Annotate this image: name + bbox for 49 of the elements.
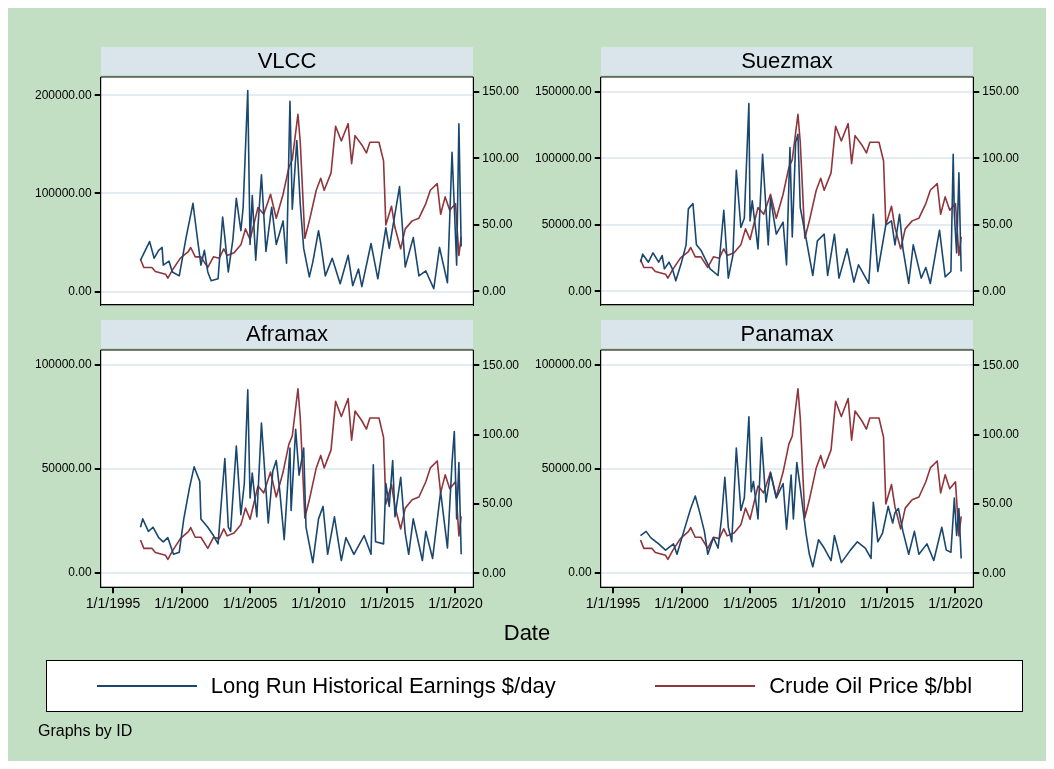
x-tick-label: 1/1/2020 — [928, 595, 983, 612]
x-tick-label: 1/1/1995 — [85, 595, 141, 612]
text: Graphs by ID — [38, 722, 133, 740]
y2-tick-label: 150.00 — [482, 357, 520, 372]
y2-tick-label: 0.00 — [482, 283, 506, 298]
y2-tick-label: 50.00 — [482, 217, 513, 232]
y-tick-label: 0.00 — [68, 565, 93, 580]
y-tick-label: 100000.00 — [534, 357, 593, 372]
y-tick-label: 100000.00 — [34, 185, 93, 200]
y2-tick-label: 50.00 — [482, 496, 513, 511]
y2-tick-label: 100.00 — [482, 426, 520, 441]
x-tick-label: 1/1/2015 — [859, 595, 915, 612]
y2-tick-label: 100.00 — [482, 150, 520, 165]
legend-label: Long Run Historical Earnings $/day — [210, 673, 556, 699]
y2-tick-label: 50.00 — [982, 217, 1013, 232]
y-tick-label: 50000.00 — [41, 461, 93, 476]
x-tick-label: 1/1/2000 — [154, 595, 209, 612]
y2-tick-label: 100.00 — [982, 150, 1020, 165]
y-tick-label: 100000.00 — [34, 357, 93, 372]
y2-tick-label: 100.00 — [982, 426, 1020, 441]
y2-tick-label: 50.00 — [982, 496, 1013, 511]
y2-tick-label: 150.00 — [482, 83, 520, 98]
x-tick-label: 1/1/1995 — [585, 595, 641, 612]
y2-tick-label: 150.00 — [982, 83, 1020, 98]
y-tick-label: 0.00 — [68, 283, 93, 298]
chart-title: Suezmax — [600, 47, 974, 75]
y2-tick-label: 0.00 — [982, 565, 1006, 580]
y-tick-label: 150000.00 — [534, 83, 593, 98]
y-tick-label: 100000.00 — [534, 150, 593, 165]
x-tick-label: 1/1/2015 — [359, 595, 415, 612]
y-tick-label: 0.00 — [568, 283, 593, 298]
x-tick-label: 1/1/2005 — [222, 595, 278, 612]
chart-title: Panamax — [600, 320, 974, 348]
x-tick-label: 1/1/2000 — [654, 595, 709, 612]
x-axis-title: Date — [502, 620, 552, 646]
x-tick-label: 1/1/2010 — [791, 595, 846, 612]
y2-tick-label: 150.00 — [982, 357, 1020, 372]
y2-tick-label: 0.00 — [982, 283, 1006, 298]
chart-title: VLCC — [100, 47, 474, 75]
y-tick-label: 50000.00 — [541, 217, 593, 232]
y2-tick-label: 0.00 — [482, 565, 506, 580]
x-tick-label: 1/1/2005 — [722, 595, 778, 612]
x-tick-label: 1/1/2010 — [291, 595, 346, 612]
chart-title: Aframax — [100, 320, 474, 348]
y-tick-label: 200000.00 — [34, 87, 93, 102]
x-tick-label: 1/1/2020 — [428, 595, 483, 612]
y-tick-label: 50000.00 — [541, 461, 593, 476]
y-tick-label: 0.00 — [568, 565, 593, 580]
legend-label: Crude Oil Price $/bbl — [769, 673, 973, 699]
